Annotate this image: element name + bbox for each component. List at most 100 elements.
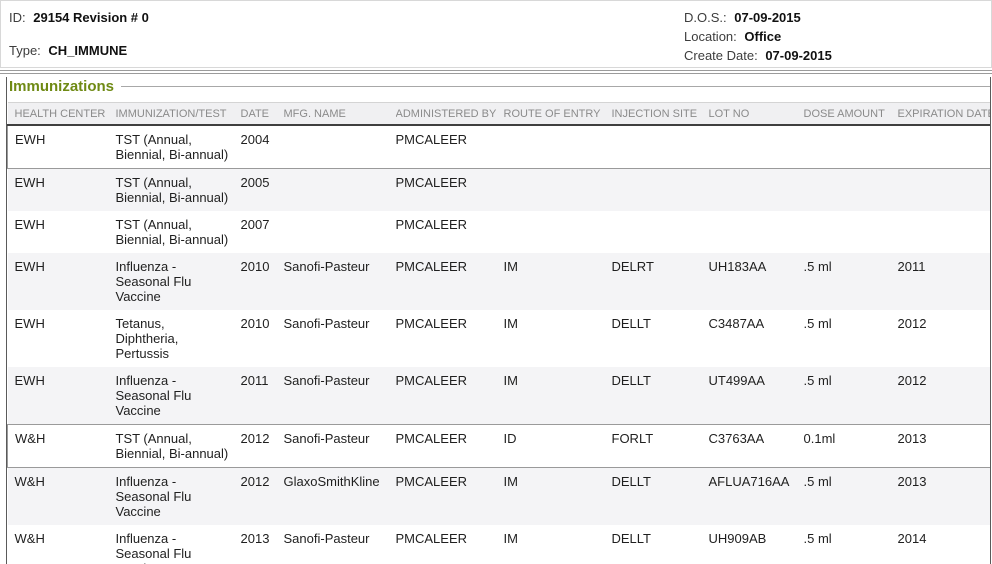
record-id-label: ID: xyxy=(9,10,26,25)
cell-dose-amount xyxy=(804,169,898,212)
cell-date: 2005 xyxy=(240,175,270,190)
cell-mfg-name: Sanofi-Pasteur xyxy=(283,424,396,468)
cell-lot-no: AFLUA716AA xyxy=(708,474,790,489)
column-header-lot-no: LOT NO xyxy=(708,102,804,126)
cell-health-center: EWH xyxy=(14,175,45,190)
table-row[interactable]: EWH TST (Annual, Biennial, Bi-annual) 20… xyxy=(7,124,990,169)
cell-immunization: TST (Annual, Biennial, Bi-annual) xyxy=(115,124,241,169)
cell-route-of-entry: IM xyxy=(503,474,518,489)
cell-injection-site: DELRT xyxy=(611,259,654,274)
cell-lot-no: C3487AA xyxy=(708,316,765,331)
cell-date: 2010 xyxy=(240,259,270,274)
cell-administered-by: PMCALEER xyxy=(395,175,468,190)
create-date-label: Create Date: xyxy=(684,48,758,63)
record-header-right: D.O.S.: 07-09-2015 Location: Office Crea… xyxy=(684,8,832,65)
create-date-field: Create Date: 07-09-2015 xyxy=(684,46,832,65)
cell-immunization: TST (Annual, Biennial, Bi-annual) xyxy=(115,217,229,247)
table-row[interactable]: W&H TST (Annual, Biennial, Bi-annual) 20… xyxy=(7,424,990,468)
cell-mfg-name xyxy=(283,124,396,169)
cell-lot-no xyxy=(709,169,804,212)
table-row[interactable]: W&H Influenza - Seasonal Flu Vaccine 201… xyxy=(7,467,990,525)
cell-date: 2011 xyxy=(240,373,269,388)
cell-dose-amount: .5 ml xyxy=(803,316,832,331)
immunizations-section: Immunizations HEALTH CENTER IMMUNIZATION… xyxy=(6,77,991,564)
record-header-panel: ID: 29154 Revision # 0 Type: CH_IMMUNE D… xyxy=(0,0,992,68)
cell-administered-by: PMCALEER xyxy=(395,259,468,274)
immunizations-table: HEALTH CENTER IMMUNIZATION/TEST DATE MFG… xyxy=(7,102,991,564)
cell-route-of-entry: IM xyxy=(503,373,518,388)
cell-expiration-date xyxy=(898,211,991,253)
column-header-administered-by: ADMINISTERED BY xyxy=(395,102,504,126)
cell-lot-no: UH909AB xyxy=(708,531,767,546)
column-header-immunization: IMMUNIZATION/TEST xyxy=(115,102,241,126)
table-row[interactable]: EWH TST (Annual, Biennial, Bi-annual) 20… xyxy=(8,211,991,253)
cell-mfg-name: Sanofi-Pasteur xyxy=(283,316,370,331)
cell-mfg-name xyxy=(284,169,396,212)
create-date-value: 07-09-2015 xyxy=(765,48,832,63)
cell-dose-amount xyxy=(804,211,898,253)
dos-field: D.O.S.: 07-09-2015 xyxy=(684,8,832,27)
dos-label: D.O.S.: xyxy=(684,10,727,25)
cell-dose-amount: .5 ml xyxy=(803,259,832,274)
cell-dose-amount: 0.1ml xyxy=(803,424,898,468)
cell-health-center: EWH xyxy=(14,316,45,331)
cell-expiration-date xyxy=(898,169,991,212)
column-header-injection-site: INJECTION SITE xyxy=(611,102,709,126)
table-header-row: HEALTH CENTER IMMUNIZATION/TEST DATE MFG… xyxy=(7,102,990,126)
table-row[interactable]: W&H Influenza - Seasonal Flu Vaccine 201… xyxy=(8,525,991,564)
immunization-table-body: EWH TST (Annual, Biennial, Bi-annual) 20… xyxy=(7,124,991,564)
table-row[interactable]: EWH TST (Annual, Biennial, Bi-annual) 20… xyxy=(7,168,991,212)
cell-injection-site: FORLT xyxy=(611,424,709,468)
cell-dose-amount: .5 ml xyxy=(803,531,832,546)
cell-expiration-date: 2011 xyxy=(897,259,926,274)
cell-mfg-name: Sanofi-Pasteur xyxy=(283,259,370,274)
cell-date: 2010 xyxy=(240,316,270,331)
column-header-health-center: HEALTH CENTER xyxy=(7,102,116,126)
cell-injection-site: DELLT xyxy=(611,373,652,388)
table-row[interactable]: EWH Tetanus, Diphtheria, Pertussis 2010 … xyxy=(8,310,991,367)
column-header-dose-amount: DOSE AMOUNT xyxy=(803,102,898,126)
immunizations-legend-row: Immunizations xyxy=(7,77,990,102)
record-id-field: ID: 29154 Revision # 0 xyxy=(9,10,149,25)
cell-administered-by: PMCALEER xyxy=(395,316,468,331)
cell-lot-no: UH183AA xyxy=(708,259,767,274)
cell-dose-amount: .5 ml xyxy=(803,474,832,489)
legend-rule xyxy=(121,86,990,87)
cell-immunization: Influenza - Seasonal Flu Vaccine xyxy=(115,474,192,519)
cell-immunization: TST (Annual, Biennial, Bi-annual) xyxy=(115,175,229,205)
cell-route-of-entry: IM xyxy=(503,531,518,546)
table-row[interactable]: EWH Influenza - Seasonal Flu Vaccine 201… xyxy=(7,253,990,310)
cell-route-of-entry xyxy=(504,211,612,253)
cell-lot-no xyxy=(709,211,804,253)
cell-date: 2012 xyxy=(240,474,270,489)
table-row[interactable]: EWH Influenza - Seasonal Flu Vaccine 201… xyxy=(7,367,990,425)
cell-administered-by: PMCALEER xyxy=(395,474,468,489)
cell-immunization: TST (Annual, Biennial, Bi-annual) xyxy=(115,424,241,468)
cell-injection-site xyxy=(612,211,709,253)
cell-injection-site: DELLT xyxy=(611,316,652,331)
cell-route-of-entry xyxy=(504,169,612,212)
column-header-date: DATE xyxy=(240,102,284,126)
location-value: Office xyxy=(744,29,782,44)
cell-route-of-entry xyxy=(503,124,612,169)
cell-dose-amount: .5 ml xyxy=(803,373,832,388)
cell-immunization: Influenza - Seasonal Flu Vaccine xyxy=(115,531,192,564)
cell-immunization: Tetanus, Diphtheria, Pertussis xyxy=(115,316,179,361)
cell-dose-amount xyxy=(803,124,898,169)
cell-health-center: EWH xyxy=(14,259,45,274)
cell-mfg-name: GlaxoSmithKline xyxy=(283,474,380,489)
cell-health-center: EWH xyxy=(14,373,45,388)
location-field: Location: Office xyxy=(684,27,832,46)
cell-immunization: Influenza - Seasonal Flu Vaccine xyxy=(115,373,192,418)
cell-expiration-date: 2013 xyxy=(897,474,927,489)
cell-lot-no: C3763AA xyxy=(708,424,804,468)
location-label: Location: xyxy=(684,29,737,44)
cell-health-center: W&H xyxy=(14,474,45,489)
record-type-value: CH_IMMUNE xyxy=(48,43,128,58)
cell-date: 2004 xyxy=(240,124,284,169)
cell-administered-by: PMCALEER xyxy=(395,424,504,468)
cell-administered-by: PMCALEER xyxy=(395,373,468,388)
cell-expiration-date: 2014 xyxy=(897,531,927,546)
cell-route-of-entry: IM xyxy=(503,316,518,331)
cell-administered-by: PMCALEER xyxy=(395,531,468,546)
